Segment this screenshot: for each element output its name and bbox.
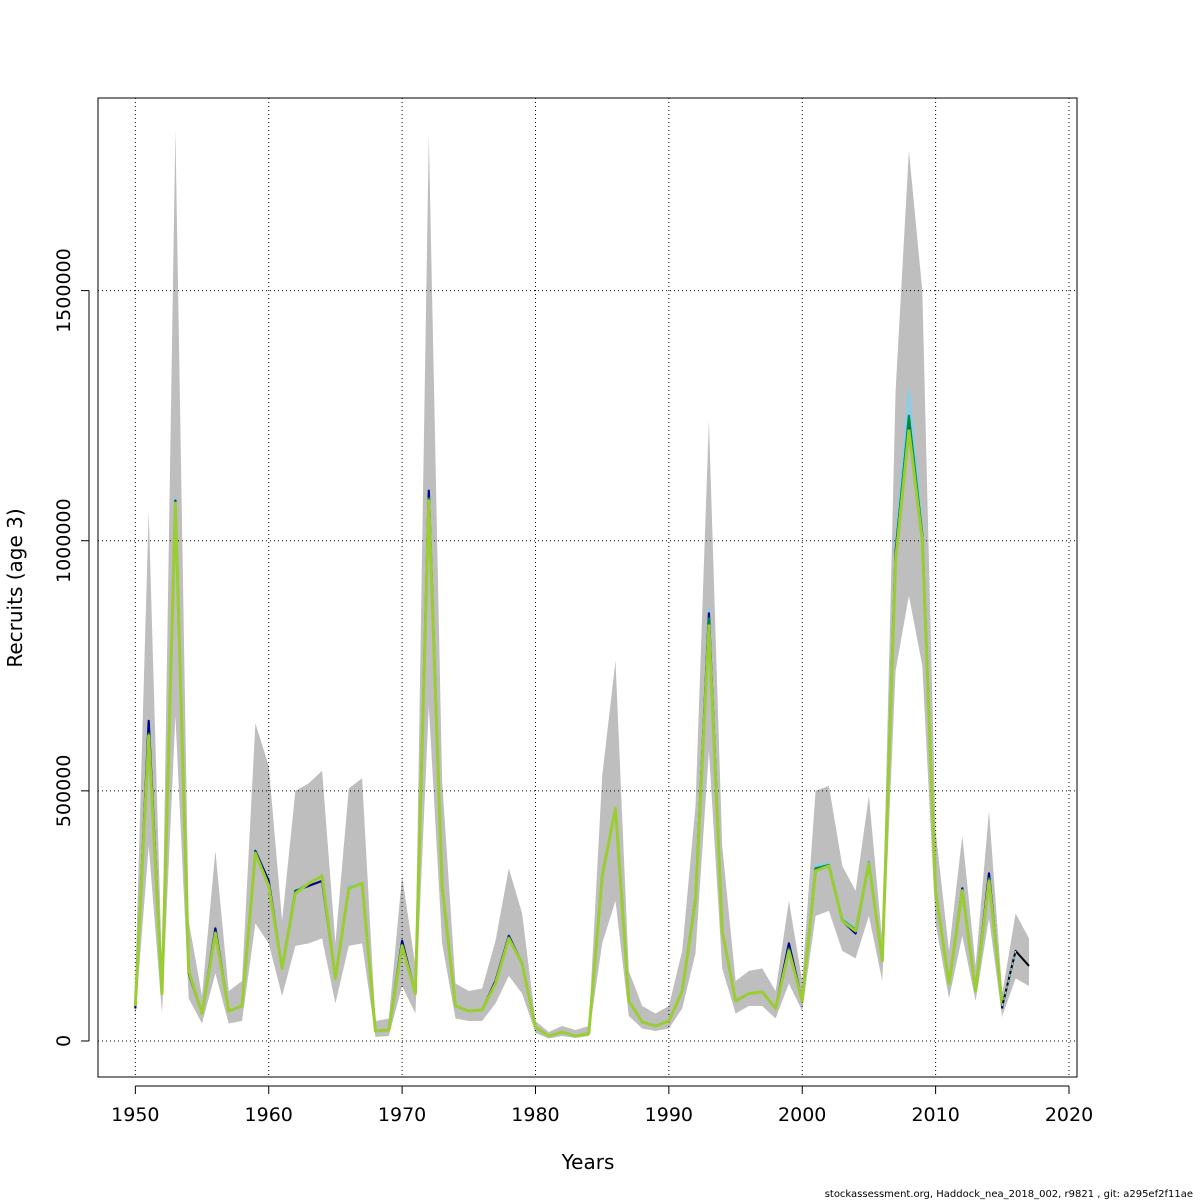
x-axis-title: Years — [561, 1150, 615, 1174]
x-tick-label: 1970 — [378, 1104, 426, 1126]
x-tick-label: 2010 — [911, 1104, 959, 1126]
series-layer — [133, 389, 1030, 1038]
y-tick-label: 1500000 — [53, 248, 75, 333]
y-tick-label: 1000000 — [53, 498, 75, 583]
x-tick-label: 1980 — [511, 1104, 559, 1126]
forecast-confidence-band — [1002, 913, 1029, 1016]
plot-frame — [97, 97, 1078, 1078]
x-tick-label: 1960 — [245, 1104, 293, 1126]
x-tick-label: 1950 — [111, 1104, 159, 1126]
series-line-1 — [133, 429, 1004, 1038]
x-tick-label: 2000 — [778, 1104, 826, 1126]
y-axis-title: Recruits (age 3) — [3, 508, 27, 667]
x-tick-label: 2020 — [1045, 1104, 1093, 1126]
x-tick-label: 1990 — [645, 1104, 693, 1126]
confidence-band — [135, 130, 1003, 1039]
y-tick-label: 500000 — [53, 755, 75, 828]
footer-credit: stockassessment.org, Haddock_nea_2018_00… — [825, 1189, 1193, 1200]
confidence-band-layer — [135, 130, 1029, 1039]
axis-layer: 1950 1960 1970 1980 1990 2000 2010 2020 0 500000 1… — [53, 248, 1093, 1126]
y-tick-label: 0 — [53, 1035, 75, 1047]
